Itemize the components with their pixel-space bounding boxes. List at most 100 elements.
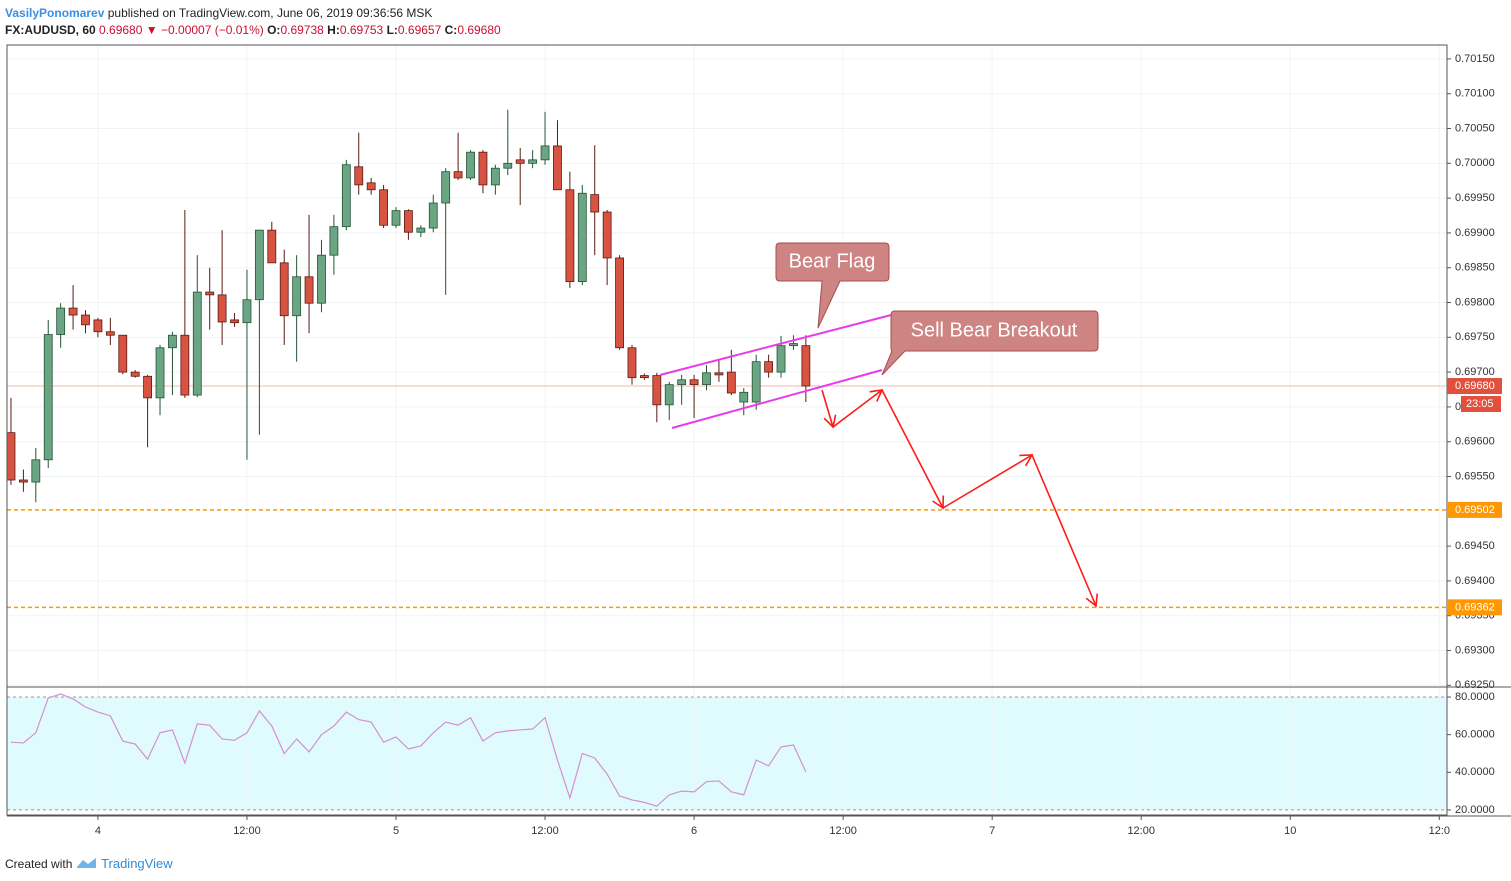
candle-body — [490, 167, 500, 186]
level-tag-label: 0.69362 — [1455, 601, 1495, 613]
ohlc-label: H: — [327, 23, 340, 37]
y-tick-label: 80.0000 — [1455, 691, 1495, 703]
candle-body — [242, 299, 252, 324]
candle-body — [466, 151, 475, 179]
candle-body — [391, 210, 401, 226]
candle-body — [801, 345, 811, 387]
candle-body — [689, 379, 699, 386]
candle-body — [130, 371, 140, 377]
candle-body — [739, 391, 749, 403]
brand[interactable]: TradingView — [101, 856, 173, 871]
candle-body — [329, 226, 339, 256]
candle-body — [93, 319, 103, 333]
candle-body — [565, 189, 575, 283]
candle-body — [404, 210, 413, 233]
y-tick-label: 0.69600 — [1455, 436, 1495, 448]
candle-body — [56, 307, 66, 335]
price-tag — [1447, 378, 1502, 395]
candle-body — [18, 479, 28, 483]
candle-body — [540, 145, 550, 161]
price-tag-label: 0.69680 — [1455, 380, 1495, 392]
x-tick-label: 6 — [691, 825, 697, 837]
x-tick-label: 4 — [95, 825, 101, 837]
callout-text: Sell Bear Breakout — [911, 319, 1078, 341]
candle-body — [230, 319, 239, 324]
candle-body — [118, 334, 128, 373]
candle-body — [68, 307, 78, 316]
y-tick-label: 0.70000 — [1455, 157, 1495, 169]
y-tick-label: 0.69450 — [1455, 540, 1495, 552]
y-tick-label: 0.69950 — [1455, 192, 1495, 204]
callout — [775, 242, 890, 329]
y-tick-label: 0.70150 — [1455, 53, 1495, 65]
candle-body — [292, 276, 302, 317]
candle-body — [168, 334, 177, 349]
candle-body — [553, 145, 562, 191]
footer-text: Created with — [5, 857, 73, 871]
header: VasilyPonomarev published on TradingView… — [5, 5, 501, 39]
y-tick-label: 0 — [1455, 401, 1461, 413]
candle-body — [478, 151, 488, 186]
y-tick-label: 0.69550 — [1455, 470, 1495, 482]
candle-body — [751, 361, 761, 403]
candle-body — [354, 166, 364, 186]
candle-body — [304, 276, 314, 304]
y-tick-label: 0.70050 — [1455, 122, 1495, 134]
ohlc-value: 0.69680 — [457, 23, 501, 37]
x-tick-label: 12:00 — [531, 825, 559, 837]
level-tag — [1447, 501, 1502, 518]
countdown-tag — [1461, 396, 1501, 413]
channel-line — [671, 369, 883, 429]
y-tick-label: 0.69400 — [1455, 575, 1495, 587]
rsi-band — [7, 697, 1447, 810]
candle-body — [702, 372, 711, 386]
y-tick-label: 0.69900 — [1455, 227, 1495, 239]
candle-body — [652, 375, 662, 406]
candle-body — [528, 159, 538, 164]
candle-body — [602, 211, 612, 259]
candle-body — [726, 371, 736, 394]
forecast-arrows — [821, 388, 1099, 608]
symbol: FX:AUDUSD, 60 — [5, 23, 96, 37]
arrow: ▼ — [145, 23, 158, 37]
y-tick-label: 0.69300 — [1455, 644, 1495, 656]
candle-body — [714, 372, 724, 376]
channel-line — [659, 313, 896, 376]
candle-body — [105, 331, 115, 336]
x-tick-label: 7 — [989, 825, 995, 837]
ohlc-label: C: — [444, 23, 458, 37]
y-tick-label: 0.69750 — [1455, 331, 1495, 343]
x-tick-label: 12:00 — [233, 825, 261, 837]
ohlc-value: 0.69738 — [280, 23, 324, 37]
candle-body — [155, 347, 165, 399]
published: published on TradingView.com, June 06, 2… — [107, 6, 433, 20]
y-tick-label: 0.69700 — [1455, 366, 1495, 378]
y-tick-label: 0.70100 — [1455, 88, 1495, 100]
candle-body — [6, 432, 16, 481]
x-tick-label: 12:0 — [1429, 825, 1450, 837]
candle-body — [640, 375, 649, 379]
candle-body — [764, 361, 774, 373]
y-tick-label: 0.69850 — [1455, 262, 1495, 274]
candle-body — [590, 194, 600, 213]
candle-body — [205, 291, 215, 296]
candle-body — [515, 159, 525, 164]
y-tick-label: 0.69800 — [1455, 296, 1495, 308]
rsi-line — [10, 693, 807, 807]
y-tick-label: 60.0000 — [1455, 729, 1495, 741]
candle-body — [615, 257, 624, 349]
candle-body — [428, 202, 438, 229]
author[interactable]: VasilyPonomarev — [5, 6, 105, 20]
change: −0.00007 (−0.01%) — [161, 23, 264, 37]
x-tick-label: 12:00 — [829, 825, 857, 837]
callout-text: Bear Flag — [789, 250, 876, 272]
ohlc-value: 0.69753 — [339, 23, 384, 37]
callout — [881, 310, 1099, 376]
candle-body — [254, 229, 264, 301]
y-tick-label: 20.0000 — [1455, 804, 1495, 816]
candle-body — [192, 291, 202, 396]
ohlc-label: L: — [386, 23, 398, 37]
pane-border — [6, 44, 1448, 816]
candle-body — [217, 294, 227, 323]
